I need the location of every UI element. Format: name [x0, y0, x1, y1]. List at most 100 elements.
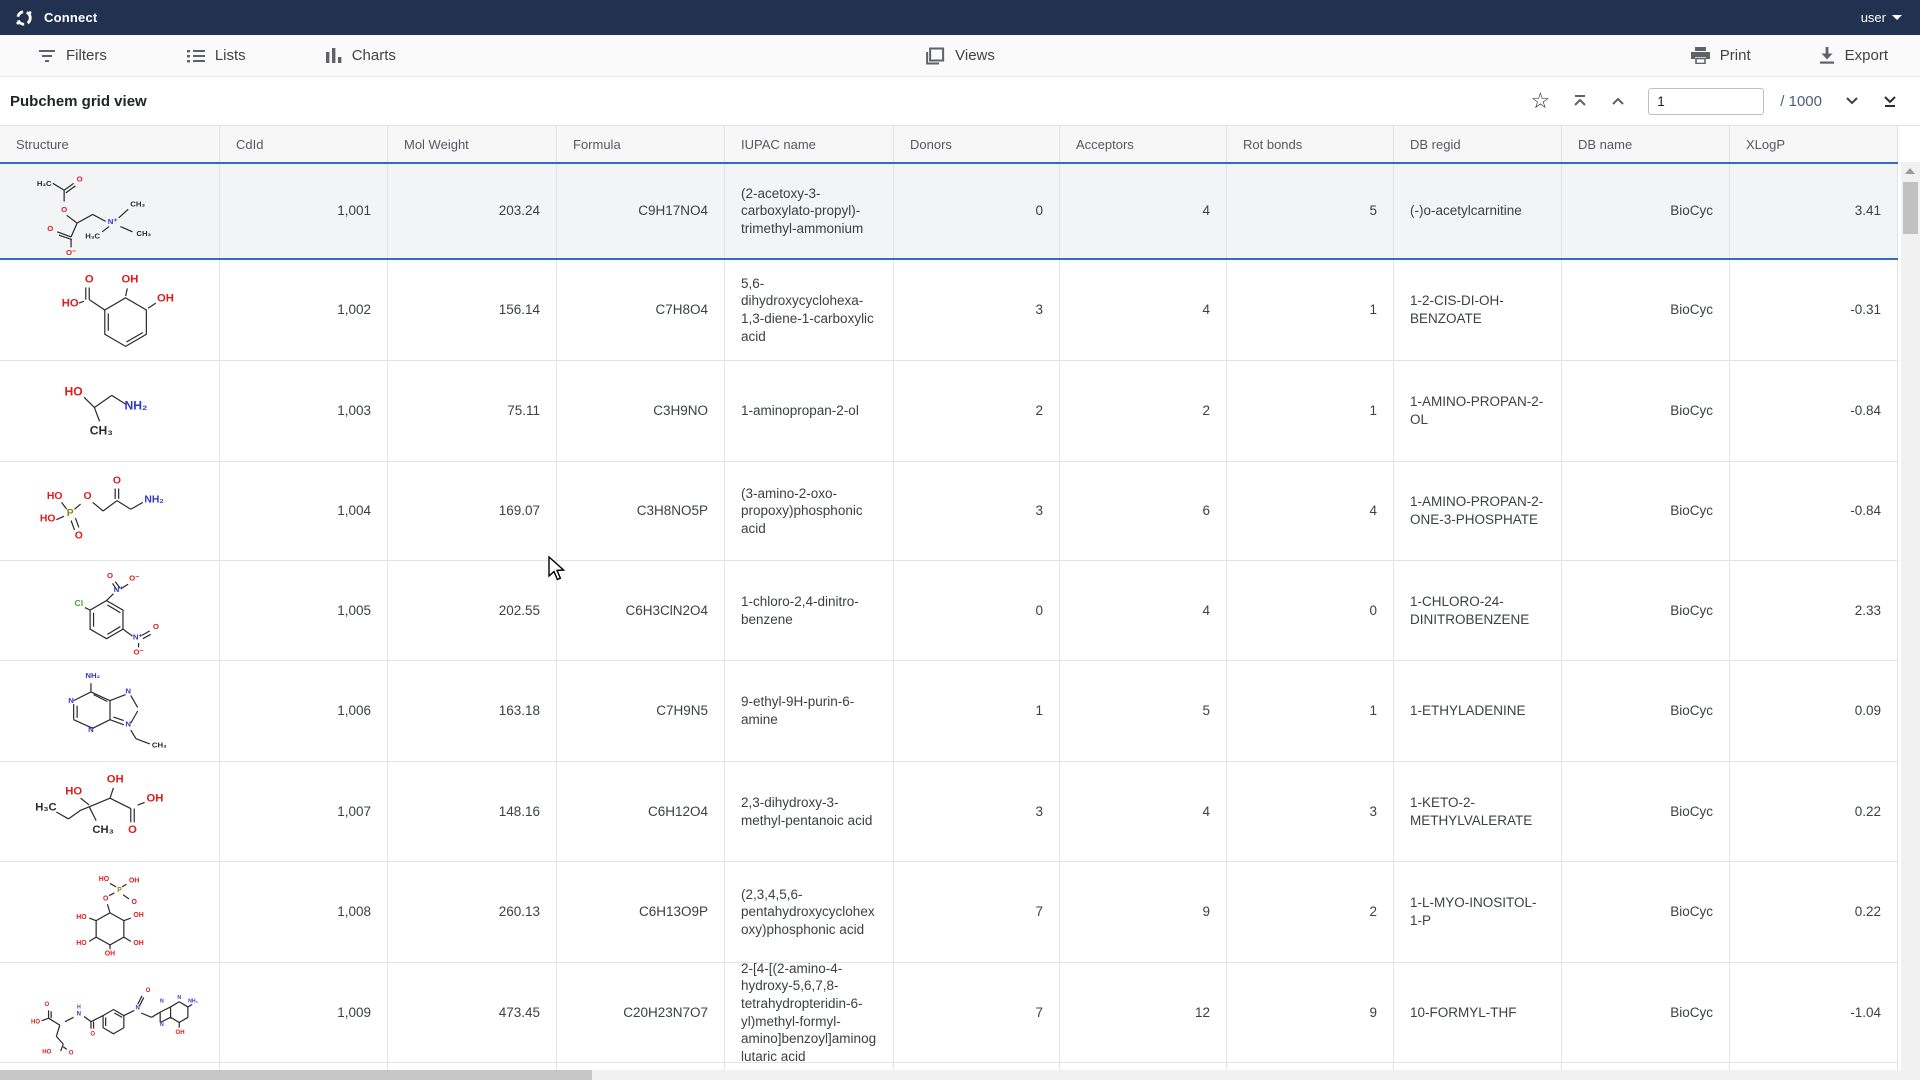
structure-drawing: NN NNNH₂ CH₃ [17, 666, 203, 756]
table-row[interactable]: HO NH₂CH₃1,00375.11C3H9NO1-aminopropan-2… [0, 361, 1898, 462]
svg-text:O: O [112, 475, 120, 486]
column-header-db_name[interactable]: DB name [1562, 126, 1730, 162]
cell-xlogp: -0.31 [1730, 260, 1898, 360]
cell-mol_weight: 473.45 [388, 963, 557, 1062]
table-row[interactable]: OH HO H₃C CH₃ OOH1,007148.16C6H12O42,3-d… [0, 762, 1898, 862]
svg-text:CH₃: CH₃ [92, 823, 113, 835]
cell-rot_bonds: 4 [1227, 462, 1394, 560]
svg-text:CH₃: CH₃ [136, 229, 151, 238]
cell-mol_weight: 75.11 [388, 361, 557, 461]
cell-structure: HOO HOO HN O NO NNN NH₂ OH [0, 963, 220, 1062]
svg-text:OH: OH [133, 912, 143, 919]
column-header-formula[interactable]: Formula [557, 126, 725, 162]
table-row[interactable]: HOO HOO HN O NO NNN NH₂ OH1,009473.45C20… [0, 963, 1898, 1063]
views-button[interactable]: Views [915, 47, 1005, 65]
svg-text:N: N [125, 720, 131, 729]
cell-formula: C7H8O4 [557, 260, 725, 360]
svg-text:O: O [102, 896, 108, 903]
chevron-down-icon [1892, 15, 1902, 20]
cell-iupac: 5,6-dihydroxycyclohexa-1,3-diene-1-carbo… [725, 260, 894, 360]
cell-db_name: BioCyc [1562, 260, 1730, 360]
column-header-rot_bonds[interactable]: Rot bonds [1227, 126, 1394, 162]
cell-donors: 3 [894, 462, 1060, 560]
table-row[interactable]: Cl N⁺OO⁻ N⁺OO⁻1,005202.55C6H3ClN2O41-chl… [0, 561, 1898, 661]
download-icon [1819, 47, 1835, 64]
data-grid: StructureCdIdMol WeightFormulaIUPAC name… [0, 126, 1898, 1080]
svg-text:O: O [106, 571, 112, 580]
horizontal-scrollbar-thumb[interactable] [0, 1070, 592, 1080]
table-row[interactable]: H₃C OO N⁺ CH₃CH₃H₃C OO⁻1,001203.24C9H17N… [0, 162, 1898, 260]
column-header-structure[interactable]: Structure [0, 126, 220, 162]
page-number-input[interactable] [1648, 88, 1764, 115]
toolbar: Filters Lists Charts Views Print [0, 35, 1920, 77]
cell-db_name: BioCyc [1562, 361, 1730, 461]
cell-mol_weight: 156.14 [388, 260, 557, 360]
next-page-button[interactable] [1844, 93, 1860, 109]
cell-iupac: (2,3,4,5,6-pentahydroxycyclohexoxy)phosp… [725, 862, 894, 962]
svg-text:N: N [68, 696, 74, 705]
vertical-scrollbar-thumb[interactable] [1903, 182, 1918, 234]
first-page-button[interactable] [1572, 93, 1588, 109]
cell-structure: OHOOHOH [0, 260, 220, 360]
cell-mol_weight: 260.13 [388, 862, 557, 962]
cell-rot_bonds: 1 [1227, 661, 1394, 761]
cell-db_regid: 1-KETO-2-METHYLVALERATE [1394, 762, 1562, 861]
svg-text:P: P [117, 887, 122, 894]
cell-xlogp: 0.09 [1730, 661, 1898, 761]
svg-text:O: O [83, 491, 91, 502]
cell-structure: OP HOOHO HOOHHOOHOH [0, 862, 220, 962]
cell-structure: Cl N⁺OO⁻ N⁺OO⁻ [0, 561, 220, 660]
print-label: Print [1720, 47, 1751, 64]
cell-xlogp: 0.22 [1730, 862, 1898, 962]
export-button[interactable]: Export [1809, 47, 1898, 64]
svg-text:N: N [88, 725, 94, 734]
charts-button[interactable]: Charts [316, 47, 406, 64]
svg-text:HO: HO [31, 1019, 40, 1025]
cell-rot_bonds: 3 [1227, 762, 1394, 861]
cell-db_regid: 1-L-MYO-INOSITOL-1-P [1394, 862, 1562, 962]
table-row[interactable]: HOHOP OO ONH₂1,004169.07C3H8NO5P(3-amino… [0, 462, 1898, 561]
svg-text:O: O [47, 224, 53, 233]
user-menu[interactable]: user [1861, 10, 1902, 25]
cell-donors: 3 [894, 762, 1060, 861]
structure-drawing: H₃C OO N⁺ CH₃CH₃H₃C OO⁻ [17, 166, 203, 256]
vertical-scrollbar[interactable] [1901, 162, 1920, 1070]
cell-db_name: BioCyc [1562, 561, 1730, 660]
cell-mol_weight: 169.07 [388, 462, 557, 560]
cell-formula: C6H3ClN2O4 [557, 561, 725, 660]
cell-structure: HO NH₂CH₃ [0, 361, 220, 461]
cell-iupac: 2,3-dihydroxy-3-methyl-pentanoic acid [725, 762, 894, 861]
cell-xlogp: 0.22 [1730, 762, 1898, 861]
svg-text:N⁺: N⁺ [107, 217, 117, 226]
favorite-star-icon[interactable]: ☆ [1531, 90, 1551, 112]
svg-text:Cl: Cl [74, 597, 83, 607]
cell-acceptors: 9 [1060, 862, 1227, 962]
column-header-donors[interactable]: Donors [894, 126, 1060, 162]
last-page-button[interactable] [1882, 93, 1898, 109]
table-row[interactable]: NN NNNH₂ CH₃1,006163.18C7H9N59-ethyl-9H-… [0, 661, 1898, 762]
horizontal-scrollbar[interactable] [0, 1070, 1920, 1080]
svg-text:O⁻: O⁻ [133, 647, 143, 656]
svg-text:H₃C: H₃C [85, 232, 100, 241]
lists-button[interactable]: Lists [177, 47, 256, 64]
table-row[interactable]: OHOOHOH1,002156.14C7H8O45,6-dihydroxycyc… [0, 260, 1898, 361]
column-header-mol_weight[interactable]: Mol Weight [388, 126, 557, 162]
table-row[interactable]: OP HOOHO HOOHHOOHOH1,008260.13C6H13O9P(2… [0, 862, 1898, 963]
cell-db_name: BioCyc [1562, 462, 1730, 560]
previous-page-button[interactable] [1610, 93, 1626, 109]
scroll-up-arrow-icon[interactable] [1905, 168, 1915, 174]
column-header-iupac[interactable]: IUPAC name [725, 126, 894, 162]
print-button[interactable]: Print [1681, 47, 1761, 64]
filters-button[interactable]: Filters [28, 47, 117, 64]
cell-structure: H₃C OO N⁺ CH₃CH₃H₃C OO⁻ [0, 164, 220, 258]
column-header-xlogp[interactable]: XLogP [1730, 126, 1898, 162]
list-icon [187, 49, 205, 63]
svg-text:O: O [128, 823, 137, 835]
column-header-cdid[interactable]: CdId [220, 126, 388, 162]
column-header-acceptors[interactable]: Acceptors [1060, 126, 1227, 162]
cell-db_regid: 10-FORMYL-THF [1394, 963, 1562, 1062]
structure-drawing: Cl N⁺OO⁻ N⁺OO⁻ [17, 566, 203, 656]
cell-db_regid: (-)o-acetylcarnitine [1394, 164, 1562, 258]
column-header-db_regid[interactable]: DB regid [1394, 126, 1562, 162]
svg-text:HO: HO [98, 876, 109, 883]
